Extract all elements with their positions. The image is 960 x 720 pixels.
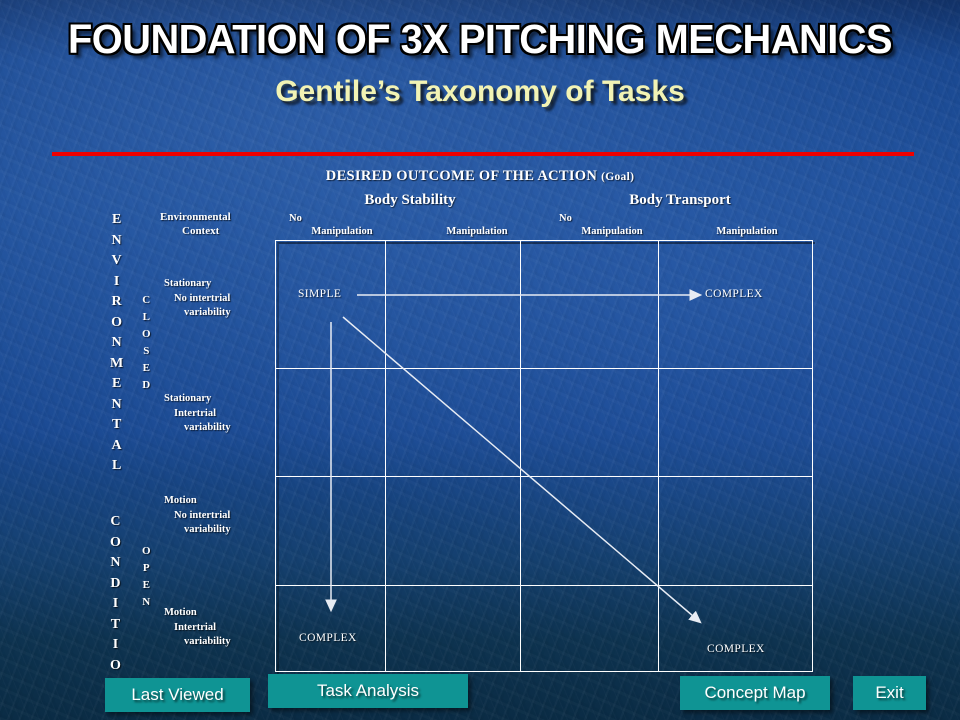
grid-line-h-2 bbox=[275, 476, 813, 478]
column-header-3-label: Manipulation bbox=[581, 226, 643, 237]
row-label-2-line1: Stationary bbox=[164, 393, 212, 404]
row-label-3-line1: Motion bbox=[164, 495, 197, 506]
row-label-2: Stationary Intertrial variability bbox=[160, 392, 275, 436]
vCond-letter-1: O bbox=[110, 534, 121, 550]
last-viewed-button[interactable]: Last Viewed bbox=[105, 678, 250, 712]
column-header-4: Manipulation bbox=[680, 225, 814, 238]
environmental-context-line2: Context bbox=[182, 225, 220, 237]
row-label-4-line2: Intertrial bbox=[174, 621, 216, 633]
complexity-note-bottom-right: COMPLEX bbox=[707, 643, 765, 655]
vEnv-letter-4: R bbox=[111, 294, 122, 309]
exit-button[interactable]: Exit bbox=[853, 676, 926, 710]
grid-line-h-1 bbox=[275, 368, 813, 370]
vCond-letter-7: O bbox=[110, 657, 121, 673]
taxonomy-grid bbox=[275, 240, 813, 672]
vCond-letter-6: I bbox=[112, 637, 119, 652]
vEnv-letter-0: E bbox=[111, 212, 122, 227]
row-label-4-line1: Motion bbox=[164, 607, 197, 618]
column-header-2-label: Manipulation bbox=[446, 226, 508, 237]
column-header-2: Manipulation bbox=[410, 225, 544, 238]
vCond-letter-0: C bbox=[110, 514, 121, 529]
grid-line-v-3 bbox=[658, 240, 660, 672]
grid-line-v-2 bbox=[520, 240, 522, 672]
vEnv-letter-10: T bbox=[111, 417, 122, 432]
row-label-2-line3: variability bbox=[184, 422, 231, 433]
complexity-note-bottom-left: COMPLEX bbox=[299, 632, 357, 644]
column-header-1-label: Manipulation bbox=[311, 226, 373, 237]
vEnv-letter-1: N bbox=[111, 232, 122, 248]
vClosed-letter-5: D bbox=[142, 379, 151, 391]
column-header-3: No Manipulation bbox=[545, 212, 679, 238]
goal-heading-suffix: (Goal) bbox=[601, 171, 635, 183]
row-label-3: Motion No intertrial variability bbox=[160, 494, 275, 538]
vCond-letter-2: N bbox=[110, 555, 121, 570]
grid-line-v-0 bbox=[275, 240, 277, 672]
vOpen-letter-0: O bbox=[142, 545, 151, 557]
vEnv-letter-2: V bbox=[111, 253, 122, 268]
vClosed-letter-1: L bbox=[142, 311, 150, 323]
page-subtitle: Gentile’s Taxonomy of Tasks bbox=[275, 75, 685, 108]
goal-heading: DESIRED OUTCOME OF THE ACTION (Goal) bbox=[0, 168, 960, 185]
vEnv-letter-6: N bbox=[111, 335, 122, 350]
vEnv-letter-11: A bbox=[111, 437, 122, 453]
row-label-4-line3: variability bbox=[184, 636, 231, 647]
vOpen-letter-2: E bbox=[142, 579, 150, 591]
column-header-3-prefix: No bbox=[559, 213, 572, 224]
environmental-context-header: Environmental Context bbox=[150, 210, 268, 238]
grid-line-h-0 bbox=[275, 240, 813, 242]
vEnv-letter-8: E bbox=[111, 376, 122, 391]
grid-line-v-1 bbox=[385, 240, 387, 672]
row-label-1-line2: No intertrial bbox=[174, 292, 231, 304]
column-header-1: No Manipulation bbox=[275, 212, 409, 238]
vClosed-letter-4: E bbox=[142, 362, 150, 374]
row-label-1-line3: variability bbox=[184, 307, 231, 318]
concept-map-button[interactable]: Concept Map bbox=[680, 676, 830, 710]
group-header-body-stability: Body Stability bbox=[364, 192, 456, 208]
grid-shadow bbox=[277, 242, 815, 674]
environmental-context-line1: Environmental bbox=[160, 211, 231, 223]
column-header-4-label: Manipulation bbox=[716, 226, 778, 237]
complexity-note-top-right: COMPLEX bbox=[705, 288, 763, 300]
complexity-note-top-left: SIMPLE bbox=[298, 288, 342, 300]
vEnv-letter-5: O bbox=[111, 314, 123, 330]
group-header-body-transport: Body Transport bbox=[629, 192, 731, 208]
vEnv-letter-7: M bbox=[110, 355, 124, 371]
grid-line-h-4 bbox=[275, 670, 813, 672]
goal-heading-text: DESIRED OUTCOME OF THE ACTION bbox=[325, 168, 598, 184]
vCond-letter-4: I bbox=[112, 596, 119, 611]
red-divider bbox=[52, 152, 914, 156]
vClosed-letter-0: C bbox=[142, 294, 151, 306]
vEnv-letter-12: L bbox=[111, 458, 122, 473]
vOpen-letter-3: N bbox=[142, 596, 151, 608]
row-label-4: Motion Intertrial variability bbox=[160, 606, 275, 650]
vEnv-letter-9: N bbox=[111, 396, 122, 412]
row-label-1-line1: Stationary bbox=[164, 278, 212, 289]
grid-line-v-4 bbox=[811, 240, 813, 672]
task-analysis-button[interactable]: Task Analysis bbox=[268, 674, 468, 708]
vOpen-letter-1: P bbox=[142, 562, 150, 574]
vEnv-letter-3: I bbox=[113, 273, 120, 289]
page-title: FOUNDATION OF 3X PITCHING MECHANICS bbox=[67, 16, 893, 62]
column-header-1-prefix: No bbox=[289, 213, 302, 224]
vCond-letter-3: D bbox=[110, 575, 121, 591]
row-label-2-line2: Intertrial bbox=[174, 407, 216, 419]
row-label-3-line2: No intertrial bbox=[174, 509, 231, 521]
vClosed-letter-2: O bbox=[142, 328, 151, 340]
grid-line-h-3 bbox=[275, 585, 813, 587]
row-label-3-line3: variability bbox=[184, 524, 231, 535]
vCond-letter-5: T bbox=[110, 616, 121, 632]
row-label-1: Stationary No intertrial variability bbox=[160, 277, 275, 321]
vClosed-letter-3: S bbox=[143, 345, 150, 357]
